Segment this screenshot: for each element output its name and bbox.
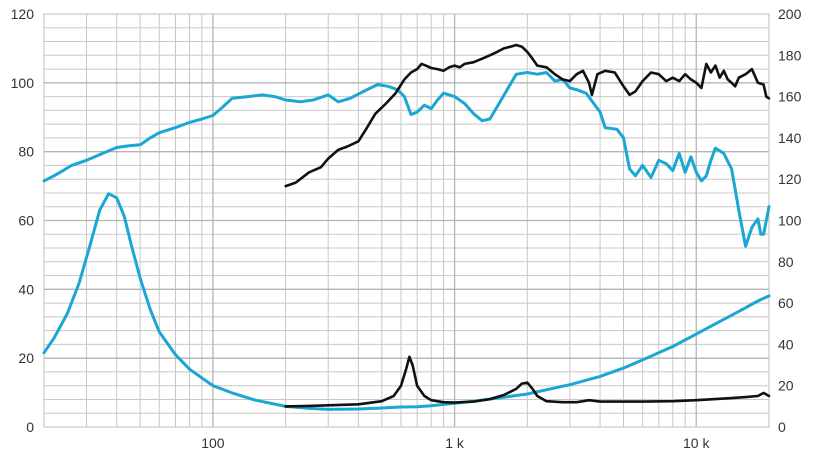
y-right-tick-label: 60 xyxy=(778,295,794,311)
x-tick-label: 10 k xyxy=(683,435,710,451)
y-right-axis-labels: 0 20 40 60 80 100 120 140 160 180 200 xyxy=(778,6,802,435)
y-right-tick-label: 40 xyxy=(778,336,794,352)
series-line-black-left-1 xyxy=(284,43,771,188)
y-right-tick-label: 100 xyxy=(778,213,802,229)
y-left-tick-label: 60 xyxy=(18,213,34,229)
y-right-tick-label: 140 xyxy=(778,130,802,146)
series-line-blue-left-0 xyxy=(42,71,771,248)
y-left-axis-labels: 0 20 40 60 80 100 120 xyxy=(11,6,35,435)
y-left-tick-label: 80 xyxy=(18,144,34,160)
y-left-tick-label: 0 xyxy=(26,419,34,435)
y-right-tick-label: 160 xyxy=(778,89,802,105)
series-line-black-right-3 xyxy=(284,355,771,408)
y-right-tick-label: 0 xyxy=(778,419,786,435)
series-line-blue-right-2 xyxy=(42,192,771,411)
y-right-tick-label: 120 xyxy=(778,171,802,187)
y-left-tick-label: 120 xyxy=(11,6,35,22)
x-tick-label: 1 k xyxy=(445,435,465,451)
y-right-tick-label: 80 xyxy=(778,254,794,270)
plot-frame xyxy=(43,13,770,428)
y-left-tick-label: 100 xyxy=(11,75,35,91)
y-left-tick-label: 20 xyxy=(18,350,34,366)
x-tick-label: 100 xyxy=(201,435,225,451)
y-right-tick-label: 20 xyxy=(778,378,794,394)
y-right-tick-label: 180 xyxy=(778,47,802,63)
y-left-tick-label: 40 xyxy=(18,281,34,297)
y-right-tick-label: 200 xyxy=(778,6,802,22)
series-layer xyxy=(42,43,771,411)
x-axis-labels: 100 1 k 10 k xyxy=(201,435,710,451)
